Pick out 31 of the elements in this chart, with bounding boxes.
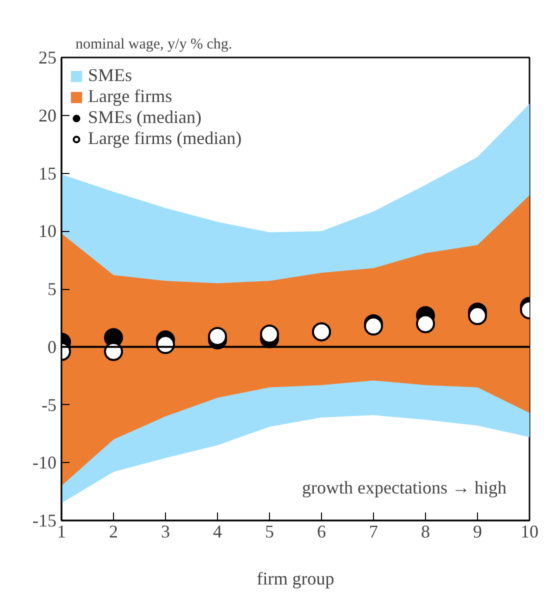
point bbox=[416, 314, 435, 334]
x-axis-title: firm group bbox=[256, 568, 334, 588]
x-tick-label: 6 bbox=[317, 522, 326, 542]
legend-label: Large firms bbox=[88, 86, 172, 107]
x-tick-label: 3 bbox=[161, 522, 170, 542]
y-tick-label: 5 bbox=[48, 279, 56, 299]
y-tick-label: -15 bbox=[32, 510, 57, 530]
y-tick-label: 15 bbox=[38, 163, 56, 184]
point bbox=[208, 326, 227, 346]
point bbox=[468, 306, 487, 326]
x-tick-label: 5 bbox=[265, 522, 274, 542]
y-tick-label: -5 bbox=[42, 394, 57, 415]
x-tick-label: 10 bbox=[520, 522, 538, 542]
legend-label: Large firms (median) bbox=[88, 128, 242, 149]
legend-label: SMEs (median) bbox=[88, 107, 202, 128]
x-tick-label: 8 bbox=[421, 522, 430, 542]
y-tick-label: 0 bbox=[48, 336, 56, 357]
legend-label: SMEs bbox=[88, 65, 132, 86]
y-tick-label: 10 bbox=[38, 221, 56, 242]
y-tick-label: -10 bbox=[32, 452, 57, 473]
point bbox=[364, 316, 383, 336]
y-tick-label: 20 bbox=[38, 105, 56, 126]
annotation: growth expectations → high bbox=[302, 478, 507, 498]
x-tick-label: 2 bbox=[109, 522, 118, 542]
x-tick-label: 1 bbox=[57, 522, 66, 542]
y-tick-label: 25 bbox=[38, 48, 56, 68]
x-tick-label: 4 bbox=[213, 522, 222, 542]
x-tick-label: 7 bbox=[369, 522, 378, 542]
chart-subtitle: nominal wage, y/y % chg. bbox=[76, 36, 232, 52]
point bbox=[260, 324, 279, 344]
x-tick-label: 9 bbox=[473, 522, 482, 542]
